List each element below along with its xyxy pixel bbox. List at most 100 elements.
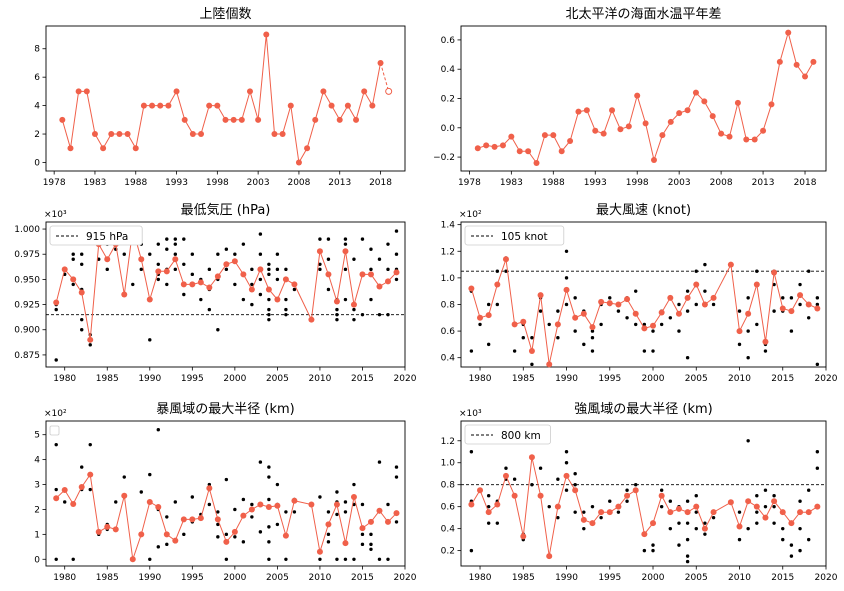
series-point bbox=[257, 501, 264, 508]
raw-data-point bbox=[267, 262, 271, 266]
series-point bbox=[282, 532, 289, 539]
raw-data-point bbox=[80, 465, 84, 469]
series-point bbox=[70, 276, 77, 283]
raw-data-point bbox=[556, 309, 560, 313]
raw-data-point bbox=[318, 262, 322, 266]
y-tick-label: 0.4 bbox=[441, 525, 456, 535]
x-tick-label: 2020 bbox=[394, 573, 417, 583]
raw-data-point bbox=[173, 267, 178, 272]
plot-frame bbox=[460, 25, 827, 172]
raw-data-point bbox=[173, 252, 178, 256]
chart-panel-sst: 北太平洋の海面水温平年差 1978 1983 1988 1993 1998 2003 2008… bbox=[433, 7, 827, 188]
series-point bbox=[751, 136, 758, 143]
chart-title: 強風域の最大半径 (km) bbox=[574, 402, 712, 417]
raw-data-point bbox=[668, 316, 673, 320]
x-tick-label: 2003 bbox=[247, 178, 270, 188]
series-point bbox=[223, 538, 230, 545]
series-point bbox=[554, 321, 561, 328]
series-point bbox=[546, 553, 553, 560]
raw-data-point bbox=[326, 287, 331, 292]
x-tick-label: 1990 bbox=[555, 374, 578, 384]
x-tick-label: 2010 bbox=[308, 573, 331, 583]
series-line bbox=[55, 473, 397, 560]
raw-data-point bbox=[335, 312, 339, 317]
series-point bbox=[580, 310, 587, 317]
raw-data-point bbox=[216, 522, 220, 527]
raw-data-point bbox=[789, 296, 794, 300]
y-tick-label: 3 bbox=[34, 481, 40, 491]
raw-data-point bbox=[216, 252, 220, 256]
series-point bbox=[78, 289, 85, 296]
y-tick-label: 0.6 bbox=[441, 36, 456, 46]
raw-data-point bbox=[165, 515, 169, 519]
raw-data-point bbox=[746, 439, 750, 443]
series-point bbox=[675, 310, 682, 317]
raw-data-point bbox=[625, 316, 629, 320]
raw-data-point bbox=[694, 302, 698, 307]
raw-data-point bbox=[659, 322, 664, 327]
series-point bbox=[727, 499, 734, 506]
series-point bbox=[320, 88, 327, 95]
raw-data-point bbox=[486, 342, 491, 347]
series-point bbox=[558, 148, 565, 155]
y-tick-label: 1.000 bbox=[14, 225, 40, 235]
x-tick-label: 1985 bbox=[512, 374, 535, 384]
x-tick-label: 1978 bbox=[43, 178, 66, 188]
raw-data-point bbox=[659, 504, 664, 509]
raw-data-point bbox=[703, 521, 707, 525]
raw-data-point bbox=[165, 247, 169, 251]
raw-data-point bbox=[216, 535, 220, 539]
y-tick-label: 0.8 bbox=[441, 300, 456, 310]
x-tick-label: 2005 bbox=[685, 374, 708, 384]
series-point bbox=[116, 131, 123, 138]
raw-data-point bbox=[233, 507, 237, 512]
series-point bbox=[785, 29, 792, 36]
series-point bbox=[606, 300, 613, 307]
raw-data-point bbox=[781, 537, 785, 542]
series-point bbox=[788, 520, 795, 527]
raw-data-point bbox=[625, 499, 629, 503]
raw-data-point bbox=[394, 520, 399, 524]
raw-data-point bbox=[573, 329, 577, 333]
x-tick-label: 2015 bbox=[351, 573, 374, 583]
y-tick-label: 0.925 bbox=[14, 301, 40, 311]
raw-data-point bbox=[394, 277, 399, 282]
raw-data-point bbox=[335, 557, 339, 561]
plot-frame bbox=[460, 221, 827, 368]
series-point bbox=[814, 305, 821, 312]
x-tick-label: 1985 bbox=[96, 573, 119, 583]
x-tick-label: 2010 bbox=[728, 573, 751, 583]
raw-data-point bbox=[685, 499, 690, 503]
series-point bbox=[265, 503, 272, 510]
raw-data-point bbox=[156, 277, 160, 282]
series-point bbox=[502, 472, 509, 479]
raw-data-point bbox=[538, 466, 543, 470]
raw-data-point bbox=[394, 465, 399, 469]
series-point bbox=[274, 296, 281, 303]
x-tick-label: 2000 bbox=[223, 374, 246, 384]
raw-data-point bbox=[394, 252, 399, 256]
series-point bbox=[393, 269, 400, 276]
raw-data-point bbox=[694, 510, 698, 514]
series-point bbox=[617, 126, 624, 133]
raw-data-point bbox=[250, 515, 254, 519]
series-point bbox=[367, 518, 374, 525]
series-point bbox=[641, 531, 648, 538]
raw-data-point bbox=[343, 500, 348, 504]
raw-data-point bbox=[772, 282, 776, 287]
series-point bbox=[172, 537, 179, 544]
raw-data-point bbox=[685, 521, 690, 525]
raw-data-point bbox=[318, 557, 322, 561]
raw-data-point bbox=[703, 532, 707, 536]
raw-data-point bbox=[165, 237, 169, 241]
raw-data-point bbox=[267, 267, 271, 272]
raw-data-point bbox=[521, 336, 525, 340]
raw-data-point bbox=[54, 487, 58, 492]
raw-data-point bbox=[737, 342, 742, 347]
series-point bbox=[214, 273, 221, 280]
series-point bbox=[550, 132, 557, 139]
series-point bbox=[650, 157, 657, 164]
series-point bbox=[295, 159, 302, 166]
raw-data-point bbox=[789, 329, 794, 333]
series-line bbox=[55, 228, 397, 340]
